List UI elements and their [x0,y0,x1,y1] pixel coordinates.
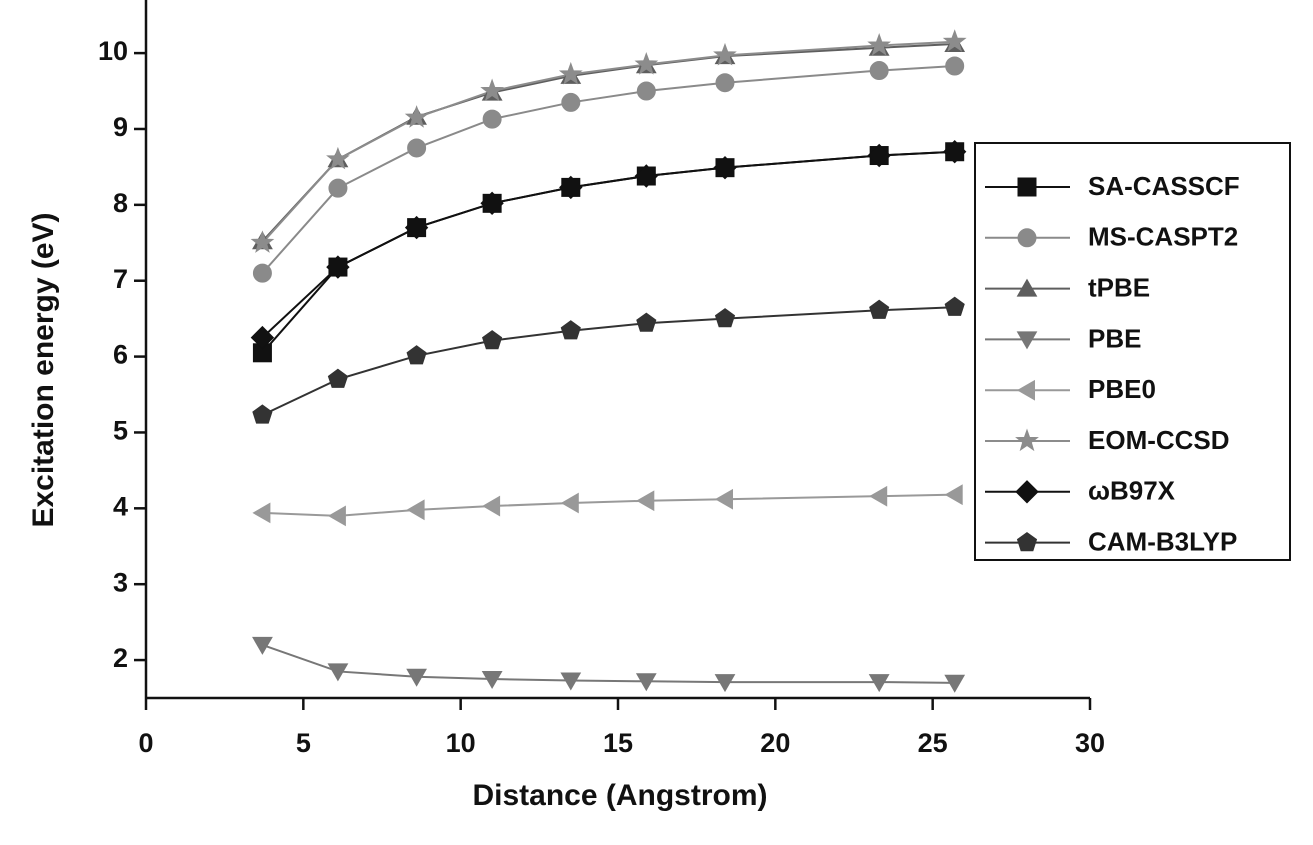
data-point [560,320,581,340]
data-point [560,492,579,514]
data-point [944,674,966,693]
data-point [560,672,582,691]
data-point [944,484,963,506]
data-point [635,673,657,692]
series-line [262,493,955,517]
data-point [715,73,735,93]
data-point [944,296,965,316]
data-point [558,61,583,85]
data-point [942,29,967,52]
data-point [252,636,273,655]
data-point [327,663,349,682]
data-point [713,155,737,180]
data-point [327,505,346,527]
data-point [327,368,349,388]
legend-marker [1016,331,1038,350]
data-point [252,263,272,283]
data-point [326,146,350,170]
data-point [252,404,273,424]
y-tick-label: 6 [113,340,128,370]
data-point [406,345,427,365]
x-tick-label: 0 [138,728,153,758]
legend-marker [1015,428,1039,452]
data-point [867,143,891,168]
data-point [250,325,275,350]
legend-marker [1015,480,1039,504]
data-point [481,671,503,689]
x-tick-label: 10 [446,728,476,758]
data-point [561,92,581,112]
legend-marker [1016,278,1038,297]
legend-marker [1017,177,1037,197]
y-tick-label: 3 [113,567,128,597]
data-point [869,61,889,81]
data-point [480,78,505,102]
data-point [714,674,736,693]
data-point [714,488,733,510]
legend-label: ωB97X [1088,476,1176,506]
data-point [326,255,350,279]
data-point [404,215,429,240]
x-axis-title: Distance (Angstrom) [472,779,767,812]
data-point [250,230,275,253]
y-axis-title: Excitation energy (eV) [27,212,60,527]
y-tick-label: 4 [113,491,128,521]
y-tick-label: 10 [98,36,128,66]
legend-box [974,142,1291,561]
y-tick-label: 5 [113,416,128,446]
x-tick-label: 20 [760,728,790,758]
data-point [328,178,348,198]
legend-label: CAM-B3LYP [1088,526,1237,556]
data-point [634,164,659,188]
legend-label: PBE0 [1088,374,1156,404]
data-point [636,81,656,101]
data-point [868,674,890,693]
data-point [482,109,502,129]
data-point [559,175,583,200]
data-point [945,56,965,76]
x-tick-label: 30 [1075,728,1105,758]
legend-marker [1016,379,1035,401]
series-line [261,150,955,339]
y-tick-label: 9 [113,112,128,142]
data-point [406,499,425,521]
x-tick-label: 15 [603,728,633,758]
x-tick-label: 25 [918,728,948,758]
y-tick-label: 8 [113,188,128,218]
data-point [942,139,967,164]
legend-label: EOM-CCSD [1088,425,1230,455]
legend-label: tPBE [1088,272,1150,302]
data-point [867,33,891,56]
legend-marker [1017,228,1037,248]
y-tick-label: 7 [113,264,128,294]
data-point [252,502,271,524]
data-point [482,495,501,517]
data-point [404,105,429,128]
data-point [636,312,657,332]
series-line [262,643,955,684]
data-point [869,299,890,319]
data-point [713,42,737,66]
legend-marker [1016,531,1038,552]
series-line [261,65,955,274]
legend-label: MS-CASPT2 [1088,222,1238,252]
data-point [406,668,427,687]
data-point [714,308,736,328]
legend-label: SA-CASSCF [1088,171,1240,201]
x-tick-label: 5 [296,728,311,758]
data-point [869,485,888,507]
data-point [407,138,427,158]
legend-label: PBE [1088,323,1141,353]
data-point [634,52,659,75]
series-line [262,306,955,416]
data-point [482,330,503,350]
data-point [480,191,504,216]
data-point [636,490,655,512]
y-tick-label: 2 [113,643,128,673]
